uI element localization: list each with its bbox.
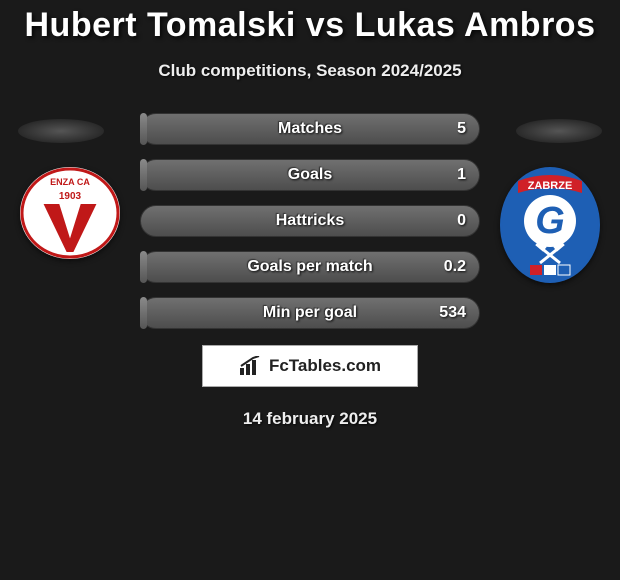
player-ellipse-right bbox=[516, 119, 602, 143]
team-badge-right: ZABRZE G bbox=[500, 167, 600, 283]
stat-label: Min per goal bbox=[140, 297, 480, 329]
brand-chart-icon bbox=[239, 356, 263, 376]
stat-row: Goals 1 bbox=[140, 159, 480, 191]
stat-row: Min per goal 534 bbox=[140, 297, 480, 329]
stat-label: Hattricks bbox=[140, 205, 480, 237]
brand-box[interactable]: FcTables.com bbox=[202, 345, 418, 387]
stat-value: 1 bbox=[457, 159, 466, 191]
comparison-stage: ENZA CA 1903 ZABRZE G bbox=[0, 113, 620, 429]
badge-right-stripe-1 bbox=[530, 265, 542, 275]
stat-bars: Matches 5 Goals 1 Hattricks 0 Goals per … bbox=[140, 113, 480, 329]
team-badge-left: ENZA CA 1903 bbox=[20, 167, 120, 259]
stat-label: Goals per match bbox=[140, 251, 480, 283]
badge-left-top-text: ENZA CA bbox=[50, 177, 90, 187]
team-badge-left-svg: ENZA CA 1903 bbox=[20, 167, 120, 259]
stat-row: Matches 5 bbox=[140, 113, 480, 145]
badge-right-stripe-2 bbox=[544, 265, 556, 275]
stat-label: Goals bbox=[140, 159, 480, 191]
player-ellipse-left bbox=[18, 119, 104, 143]
stat-value: 534 bbox=[439, 297, 466, 329]
badge-left-year: 1903 bbox=[59, 191, 82, 202]
brand-text: FcTables.com bbox=[269, 356, 381, 376]
stat-row: Goals per match 0.2 bbox=[140, 251, 480, 283]
date-text: 14 february 2025 bbox=[0, 409, 620, 429]
stat-row: Hattricks 0 bbox=[140, 205, 480, 237]
stat-label: Matches bbox=[140, 113, 480, 145]
page-title: Hubert Tomalski vs Lukas Ambros bbox=[0, 0, 620, 45]
badge-right-g-letter: G bbox=[535, 200, 565, 242]
team-badge-right-svg: ZABRZE G bbox=[500, 167, 600, 283]
subtitle: Club competitions, Season 2024/2025 bbox=[0, 61, 620, 81]
badge-right-top-text: ZABRZE bbox=[528, 180, 573, 192]
stat-value: 0 bbox=[457, 205, 466, 237]
badge-right-stripe-3 bbox=[558, 265, 570, 275]
stat-value: 5 bbox=[457, 113, 466, 145]
stat-value: 0.2 bbox=[444, 251, 466, 283]
